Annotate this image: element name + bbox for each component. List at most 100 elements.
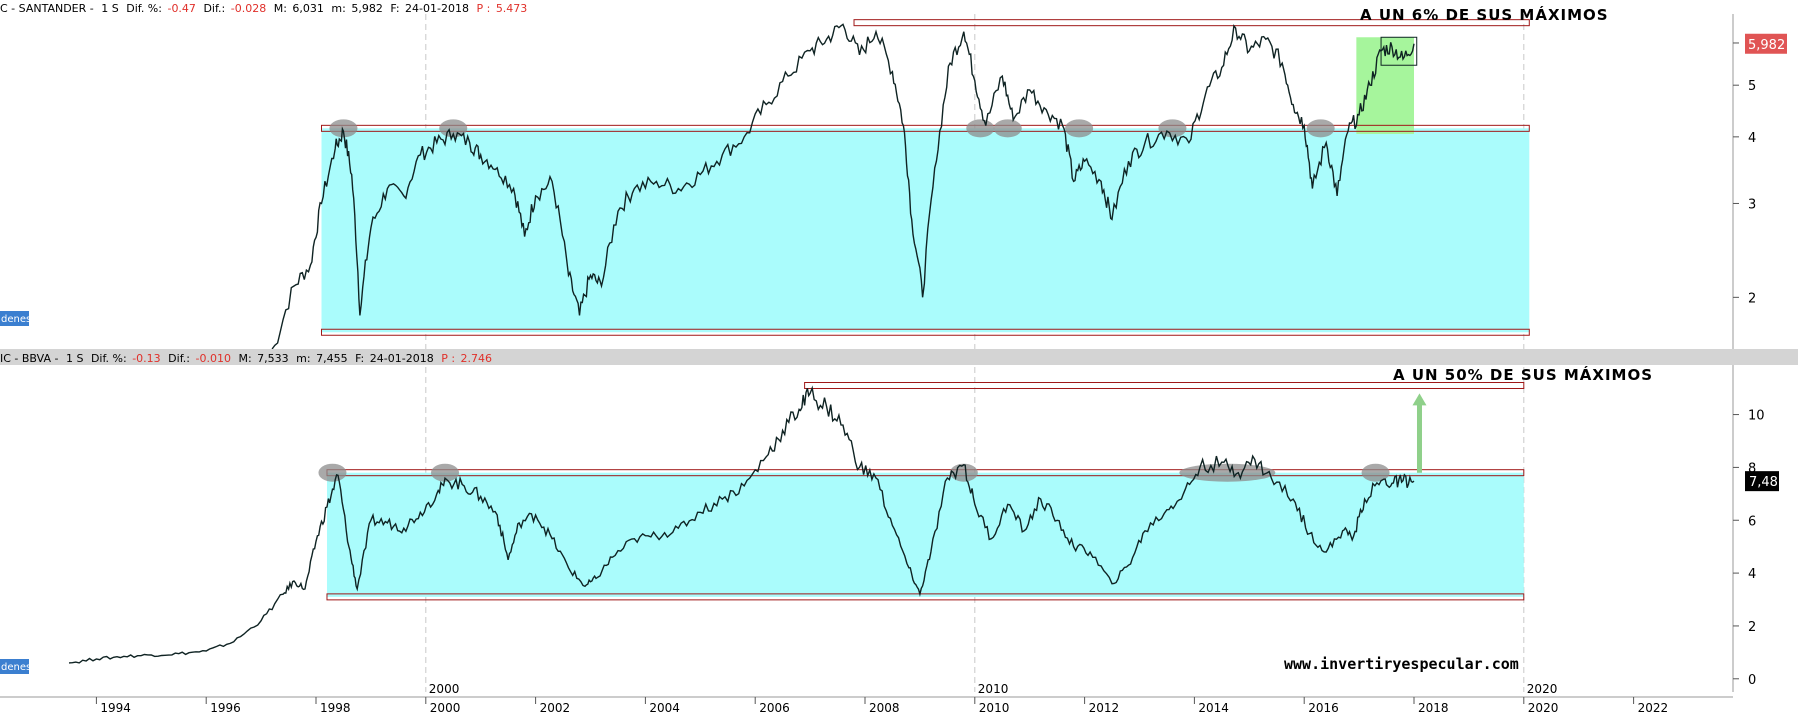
y-tick-label: 10 (1748, 409, 1765, 424)
support-level (320, 328, 1530, 336)
panel-divider (0, 349, 1798, 365)
x-decade-label: 2000 (429, 682, 460, 696)
santander-level-lines (320, 19, 1530, 336)
bbva-price-line (68, 385, 1415, 664)
santander-dif-pct-label: Dif. %: (126, 2, 162, 15)
santander-max-value: 6,031 (292, 2, 324, 15)
santander-dif-pct-value: -0.47 (167, 2, 195, 15)
watermark-url: www.invertiryespecular.com (1284, 655, 1519, 673)
bbva-max-value: 7,533 (257, 352, 289, 365)
x-axis-decade-labels: 2000 2010 2020 (429, 682, 1558, 696)
y-tick-label: 4 (1748, 131, 1756, 146)
santander-period: 1 S (101, 2, 118, 15)
x-tick-label: 2020 (1528, 701, 1559, 714)
resistance-level (320, 124, 1530, 132)
bbva-panel: IC - BBVA - 1 S Dif. %: -0.13 Dif.: -0.0… (0, 352, 1779, 692)
bbva-left-tag: denes (1, 662, 31, 673)
santander-y-axis: 23456 (1733, 37, 1756, 306)
bbva-max-label: M: (238, 352, 251, 365)
bbva-price-flag-box (1745, 471, 1779, 492)
santander-price-flag: 5,982 (1748, 38, 1785, 53)
santander-price-flag-box (1745, 33, 1787, 54)
historic-high-level (853, 19, 1530, 27)
bbva-min-value: 7,455 (316, 352, 348, 365)
santander-ticker: C - SANTANDER - (0, 2, 94, 15)
x-tick-label: 2022 (1638, 701, 1669, 714)
santander-left-tag: denes (1, 314, 31, 325)
bbva-p-value: 2.746 (461, 352, 493, 365)
resistance-touch-marker (1306, 119, 1335, 138)
santander-left-tag-box (0, 311, 29, 326)
x-tick-label: 2016 (1308, 701, 1339, 714)
bbva-touch-highlights (318, 463, 1390, 482)
y-tick-label: 2 (1748, 620, 1756, 635)
santander-dif-label: Dif.: (203, 2, 225, 15)
x-axis-ticks: 1994 1996 1998 2000 2002 2004 2006 2008 2010 2012… (95, 697, 1669, 714)
bbva-dif-value: -0.010 (195, 352, 230, 365)
santander-header: C - SANTANDER - 1 S Dif. %: -0.47 Dif.: … (0, 2, 527, 15)
bbva-min-label: m: (296, 352, 310, 365)
santander-price-line (271, 23, 1415, 350)
y-tick-label: 5 (1748, 79, 1756, 94)
santander-date-value: 24-01-2018 (405, 2, 469, 15)
y-tick-label: 2 (1748, 291, 1756, 306)
resistance-touch-marker (431, 463, 460, 482)
santander-vertical-grid (425, 14, 1525, 349)
resistance-touch-marker (1158, 119, 1187, 138)
resistance-touch-marker (993, 119, 1022, 138)
y-tick-label: 3 (1748, 197, 1756, 212)
bbva-level-lines (326, 381, 1525, 601)
bbva-p-label: P : (441, 352, 455, 365)
historic-high-level (804, 381, 1525, 389)
bbva-y-axis: 0 2 4 6 8 10 (1733, 409, 1765, 688)
santander-p-label: P : (476, 2, 490, 15)
y-tick-label: 8 (1748, 461, 1756, 476)
santander-trading-range-zone (321, 128, 1530, 333)
x-tick-label: 2010 (979, 701, 1010, 714)
bbva-trading-range-zone (326, 472, 1524, 597)
bbva-upside-arrowhead (1412, 393, 1427, 406)
bbva-dif-pct-label: Dif. %: (91, 352, 127, 365)
resistance-touch-marker (1361, 463, 1390, 482)
santander-annotation: A UN 6% DE SUS MÁXIMOS (1360, 5, 1609, 24)
x-tick-label: 2008 (869, 701, 900, 714)
bbva-dif-label: Dif.: (168, 352, 190, 365)
bbva-date-label: F: (355, 352, 364, 365)
bbva-left-tag-box (0, 659, 29, 674)
resistance-touch-marker (318, 463, 347, 482)
x-tick-label: 2004 (649, 701, 680, 714)
bbva-annotation: A UN 50% DE SUS MÁXIMOS (1393, 365, 1653, 384)
x-tick-label: 2006 (759, 701, 790, 714)
x-tick-label: 2000 (430, 701, 461, 714)
resistance-touch-marker (1179, 463, 1276, 482)
santander-consolidation-box (1380, 36, 1418, 66)
x-tick-label: 2002 (540, 701, 571, 714)
resistance-touch-marker (966, 119, 995, 138)
x-decade-label: 2010 (978, 682, 1009, 696)
bbva-header: IC - BBVA - 1 S Dif. %: -0.13 Dif.: -0.0… (0, 352, 492, 365)
x-tick-label: 2012 (1089, 701, 1120, 714)
x-decade-label: 2020 (1527, 682, 1558, 696)
santander-min-label: m: (331, 2, 345, 15)
santander-dif-value: -0.028 (231, 2, 266, 15)
x-tick-label: 1998 (320, 701, 351, 714)
santander-touch-highlights (329, 119, 1335, 138)
y-tick-label: 6 (1748, 514, 1756, 529)
x-tick-label: 2014 (1198, 701, 1229, 714)
y-tick-label: 4 (1748, 567, 1756, 582)
bbva-dif-pct-value: -0.13 (132, 352, 160, 365)
santander-date-label: F: (390, 2, 399, 15)
x-tick-label: 1996 (210, 701, 241, 714)
santander-min-value: 5,982 (351, 2, 383, 15)
resistance-touch-marker (329, 119, 358, 138)
y-tick-label: 0 (1748, 673, 1756, 688)
bbva-date-value: 24-01-2018 (370, 352, 434, 365)
support-level (326, 593, 1525, 601)
bbva-ticker: IC - BBVA - (0, 352, 58, 365)
x-axis: 1994 1996 1998 2000 2002 2004 2006 2008 2010 2012… (0, 682, 1733, 714)
x-tick-label: 2018 (1418, 701, 1449, 714)
santander-panel: C - SANTANDER - 1 S Dif. %: -0.47 Dif.: … (0, 2, 1787, 350)
resistance-touch-marker (1065, 119, 1094, 138)
x-tick-label: 1994 (100, 701, 131, 714)
